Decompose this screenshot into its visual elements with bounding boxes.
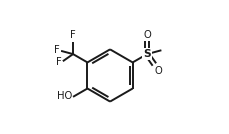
Text: F: F: [56, 57, 62, 67]
Text: S: S: [143, 49, 150, 59]
Text: O: O: [143, 30, 150, 40]
Text: F: F: [70, 30, 76, 40]
Text: F: F: [54, 45, 60, 55]
Text: HO: HO: [56, 91, 72, 101]
Text: O: O: [154, 66, 162, 76]
